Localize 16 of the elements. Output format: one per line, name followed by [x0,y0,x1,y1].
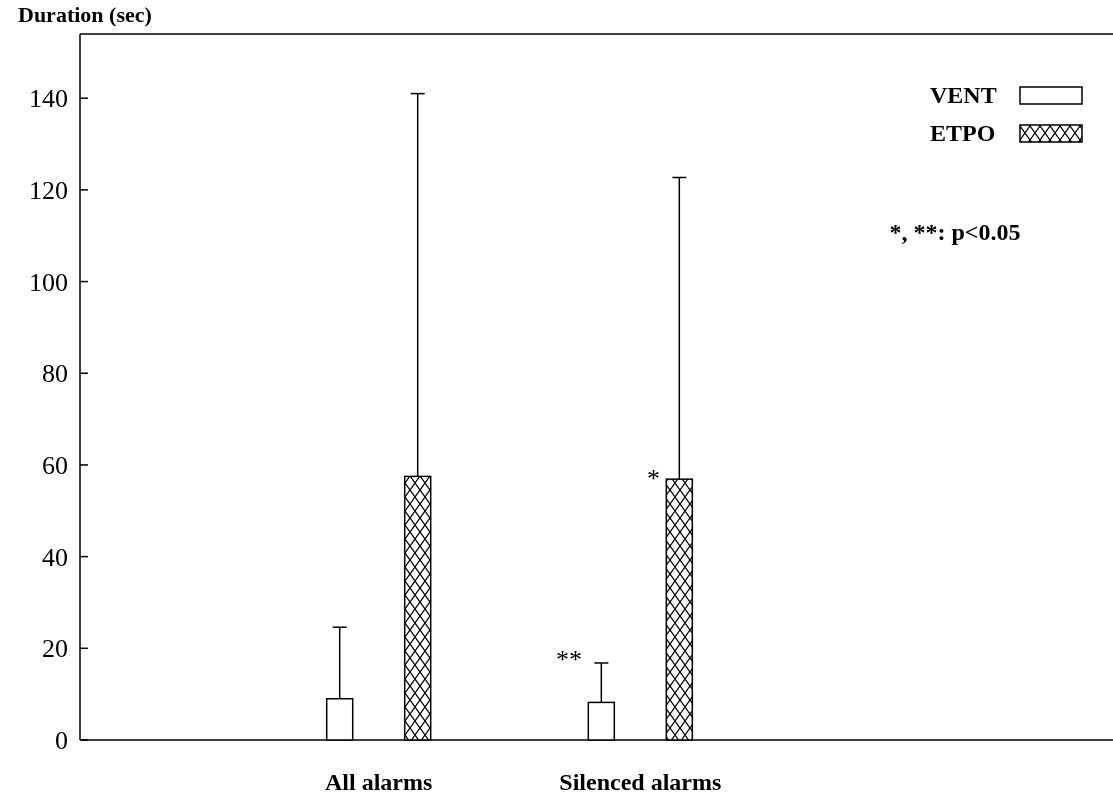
text: *, **: p<0.05 [889,219,1021,245]
x-tick-label: All alarms [325,769,433,795]
legend-label: VENT [930,82,997,109]
y-tick-label: 40 [42,542,68,572]
y-tick-label: 100 [29,267,68,297]
legend-label: ETPO [930,120,996,147]
annotation: ** [556,645,582,674]
y-tick-label: 120 [29,175,68,205]
y-tick-label: 60 [42,451,68,481]
y-tick-label: 140 [29,84,68,114]
x-tick-label: Silenced alarms [559,769,722,795]
annotation: * [647,464,660,493]
y-tick-label: 80 [42,359,68,389]
y-tick-label: 20 [42,634,68,664]
y-axis-title: Duration (sec) [18,2,152,27]
y-tick-label: 0 [55,726,68,756]
